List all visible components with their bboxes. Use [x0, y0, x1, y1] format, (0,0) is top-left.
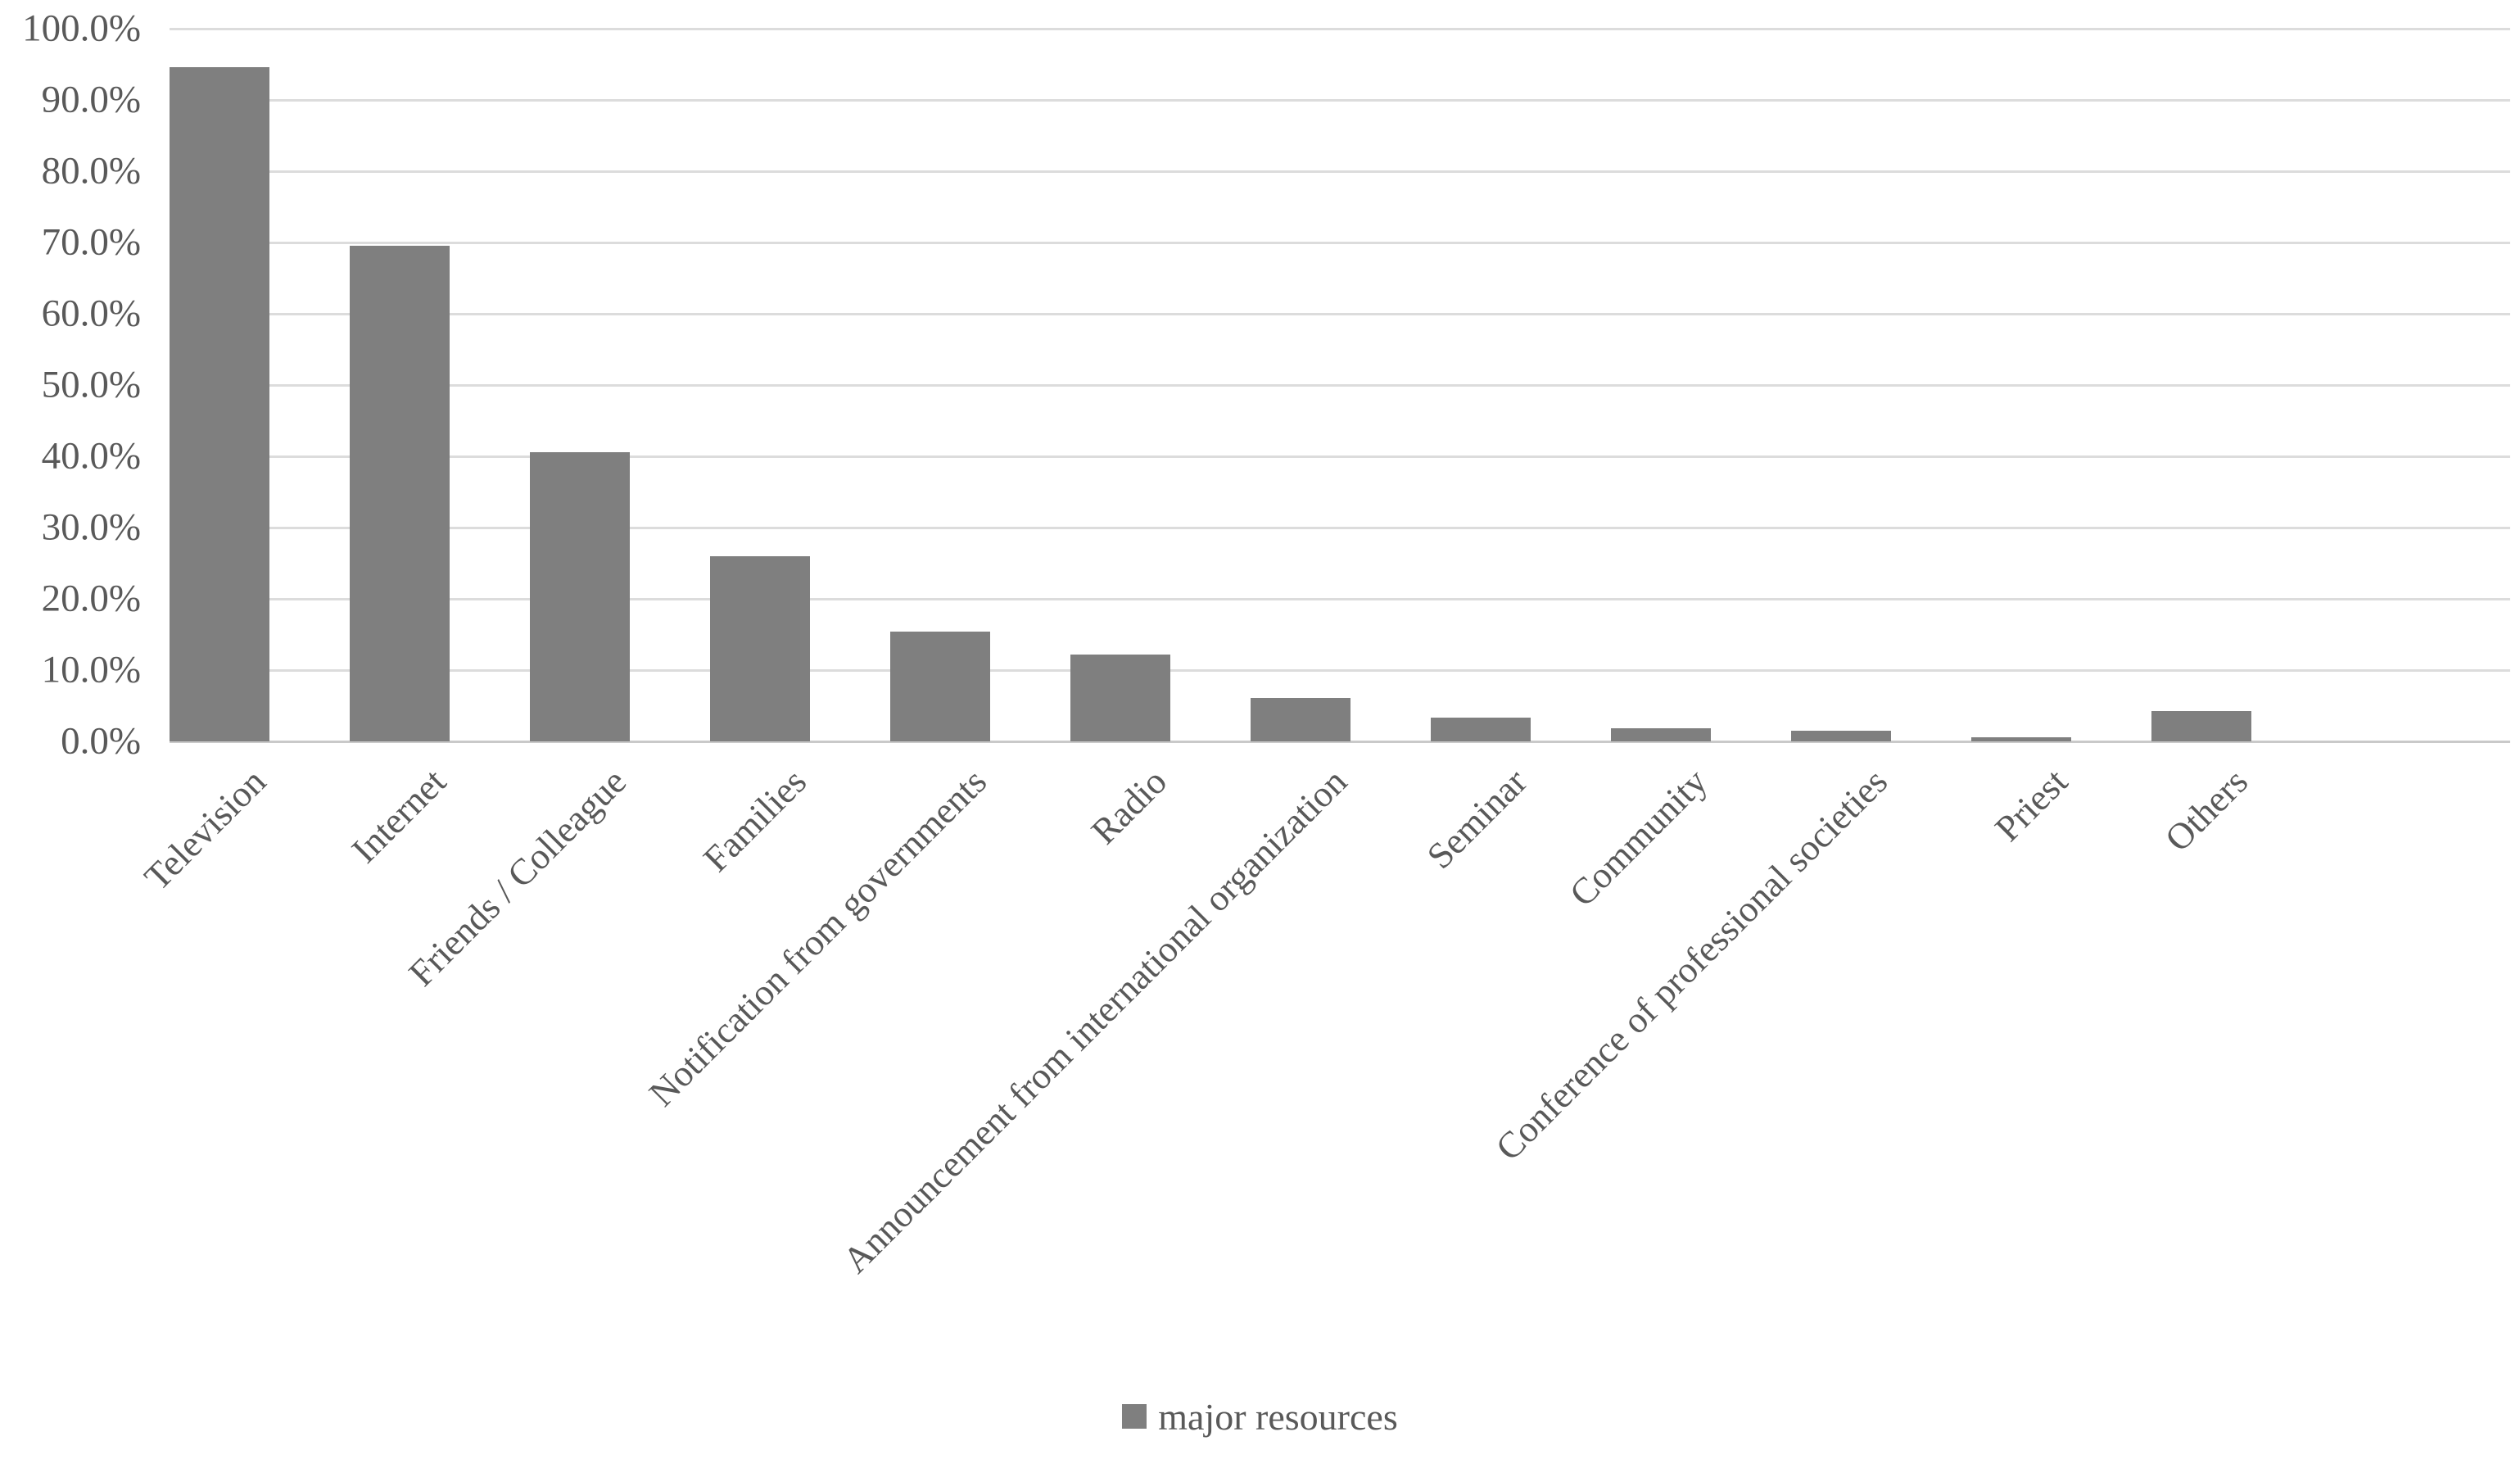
legend-swatch-icon — [1122, 1404, 1147, 1429]
gridline — [170, 99, 2510, 102]
bar — [890, 632, 990, 741]
y-tick-label: 50.0% — [41, 363, 141, 406]
y-tick-label: 20.0% — [41, 577, 141, 620]
x-axis-label: Notification from governments — [640, 760, 995, 1114]
legend-label: major resources — [1158, 1395, 1398, 1438]
y-tick-label: 10.0% — [41, 648, 141, 691]
x-axis-line — [170, 741, 2510, 743]
gridline — [170, 313, 2510, 315]
bar — [1791, 731, 1891, 741]
x-axis-label: Community — [1561, 760, 1716, 915]
legend: major resources — [0, 1390, 2520, 1443]
gridline — [170, 28, 2510, 30]
bar — [2151, 711, 2251, 741]
y-tick-label: 90.0% — [41, 78, 141, 121]
gridline — [170, 384, 2510, 387]
bar — [1431, 718, 1531, 741]
gridline — [170, 527, 2510, 529]
y-tick-label: 70.0% — [41, 220, 141, 264]
y-tick-label: 30.0% — [41, 505, 141, 549]
x-axis-label: Priest — [1987, 760, 2076, 850]
bar — [350, 246, 450, 741]
gridline — [170, 455, 2510, 458]
gridline — [170, 242, 2510, 244]
x-axis-label: Seminar — [1418, 760, 1536, 877]
gridline — [170, 170, 2510, 173]
bar — [530, 452, 630, 741]
y-tick-label: 40.0% — [41, 434, 141, 478]
bar — [1611, 728, 1711, 741]
y-tick-label: 0.0% — [61, 719, 141, 763]
y-tick-label: 100.0% — [22, 7, 141, 50]
bar — [170, 67, 269, 741]
x-axis-label: Announcement from international organiza… — [835, 760, 1355, 1281]
gridline — [170, 598, 2510, 600]
bar — [1971, 737, 2071, 741]
bar — [1070, 655, 1170, 741]
y-tick-label: 80.0% — [41, 149, 141, 193]
bar — [1251, 698, 1350, 741]
x-axis-label: Others — [2156, 760, 2256, 859]
bar — [710, 556, 810, 741]
x-axis-label: Families — [695, 760, 815, 880]
x-axis-label: Radio — [1083, 760, 1175, 853]
y-tick-label: 60.0% — [41, 292, 141, 335]
x-axis-label: Conference of professional societies — [1487, 760, 1896, 1169]
gridline — [170, 669, 2510, 672]
